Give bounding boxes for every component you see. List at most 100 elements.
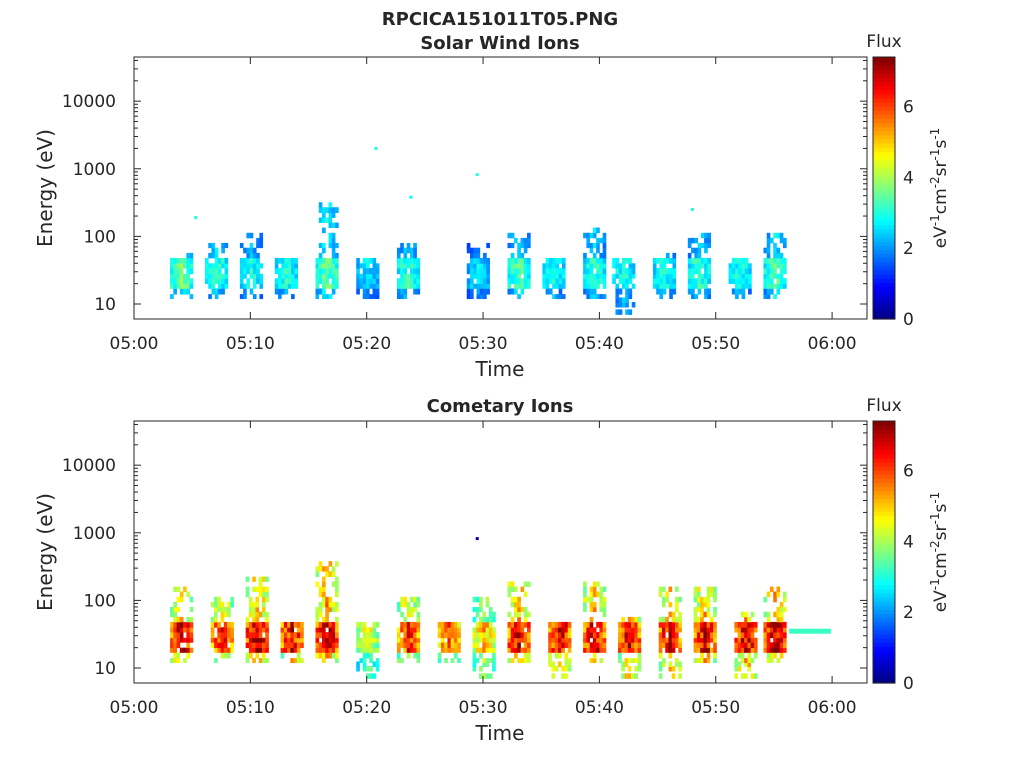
- heatmap-cell: [186, 263, 191, 269]
- heatmap-cell: [176, 621, 181, 628]
- heatmap-cell: [700, 283, 705, 289]
- colorbar-segment: [873, 265, 895, 271]
- heatmap-cell: [396, 268, 401, 275]
- heatmap-cell: [776, 288, 781, 295]
- heatmap-cell: [214, 294, 219, 300]
- heatmap-cell: [179, 637, 184, 643]
- spectrogram-burst: [687, 232, 712, 300]
- colorbar-segment: [873, 568, 895, 574]
- panel-solar-wind: Solar Wind Ions 05:00 05:10 05:20 05:30 05:4…: [33, 32, 951, 381]
- heatmap-cell: [300, 621, 304, 628]
- heatmap-cell: [369, 632, 373, 639]
- heatmap-cell: [621, 616, 625, 623]
- heatmap-cell: [406, 257, 411, 264]
- heatmap-cell: [631, 632, 635, 639]
- heatmap-cell: [252, 268, 257, 275]
- heatmap-cell: [769, 647, 774, 653]
- heatmap-cell: [239, 273, 244, 279]
- heatmap-cell: [366, 642, 370, 649]
- heatmap-cell: [291, 268, 295, 275]
- heatmap-cell: [661, 621, 666, 628]
- heatmap-cell: [173, 642, 177, 649]
- heatmap-cell: [776, 647, 781, 653]
- heatmap-cell: [331, 252, 336, 259]
- heatmap-cell: [470, 273, 474, 279]
- heatmap-cell: [554, 642, 559, 649]
- colorbar-segment: [873, 110, 895, 115]
- heatmap-cell: [186, 621, 191, 628]
- heatmap-cell: [406, 637, 411, 643]
- heatmap-cell: [396, 278, 401, 285]
- heatmap-cell: [249, 247, 254, 254]
- heatmap-cell: [558, 268, 563, 275]
- heatmap-cell: [479, 257, 484, 264]
- heatmap-cell: [668, 586, 673, 592]
- heatmap-cell: [466, 278, 471, 285]
- heatmap-cell: [409, 632, 414, 639]
- heatmap-cell: [517, 242, 521, 249]
- heatmap-cell: [658, 591, 663, 598]
- heatmap-cell: [183, 257, 187, 264]
- heatmap-cell: [217, 601, 221, 608]
- heatmap-cell: [704, 278, 708, 285]
- heatmap-cell: [665, 252, 670, 259]
- heatmap-cell: [735, 257, 739, 264]
- heatmap-cell: [586, 237, 591, 244]
- heatmap-cell: [214, 621, 218, 628]
- heatmap-cell: [513, 283, 518, 289]
- heatmap-cell: [589, 616, 594, 623]
- heatmap-cell: [221, 257, 225, 264]
- heatmap-cell: [586, 257, 591, 264]
- heatmap-cell: [665, 616, 669, 623]
- heatmap-cell: [444, 642, 448, 649]
- heatmap-cell: [520, 627, 525, 633]
- heatmap-cell: [400, 611, 404, 618]
- heatmap-cell: [227, 601, 231, 608]
- heatmap-cell: [782, 632, 787, 639]
- heatmap-cell: [552, 273, 556, 279]
- heatmap-cell: [631, 616, 635, 623]
- heatmap-cell: [586, 288, 591, 295]
- heatmap-cell: [315, 294, 320, 300]
- heatmap-cell: [256, 237, 260, 244]
- heatmap-cell: [248, 611, 253, 618]
- heatmap-cell: [776, 273, 781, 279]
- heatmap-cell: [696, 601, 701, 608]
- heatmap-cell: [403, 596, 408, 603]
- heatmap-cell: [183, 263, 187, 269]
- heatmap-cell: [507, 642, 512, 649]
- heatmap-cell: [476, 257, 481, 264]
- heatmap-cell: [627, 647, 632, 653]
- heatmap-cell: [256, 268, 260, 275]
- heatmap-cell: [252, 658, 256, 664]
- heatmap-cell: [252, 637, 256, 643]
- heatmap-cell: [472, 632, 477, 639]
- heatmap-cell: [744, 658, 748, 664]
- heatmap-cell: [782, 242, 787, 249]
- heatmap-cell: [322, 627, 326, 633]
- colorbar-segment: [873, 605, 895, 610]
- heatmap-cell: [734, 658, 739, 664]
- heatmap-cell: [214, 247, 219, 254]
- plot-frame: [133, 56, 868, 320]
- heatmap-cell: [675, 621, 679, 628]
- heatmap-cell: [776, 278, 781, 285]
- heatmap-cell: [335, 576, 339, 582]
- heatmap-cell: [703, 611, 708, 618]
- heatmap-cell: [766, 268, 771, 275]
- colorbar-segment: [873, 220, 895, 226]
- heatmap-cell: [248, 632, 253, 639]
- heatmap-cell: [700, 278, 705, 285]
- heatmap-cell: [265, 591, 269, 598]
- heatmap-cell: [625, 268, 629, 275]
- heatmap-cell: [523, 616, 528, 623]
- heatmap-cell: [248, 642, 253, 649]
- colorbar-segment: [873, 142, 895, 148]
- heatmap-cell: [335, 268, 339, 275]
- heatmap-cell: [773, 632, 777, 639]
- heatmap-cell: [183, 278, 187, 285]
- heatmap-cell: [592, 586, 597, 592]
- heatmap-cell: [183, 288, 187, 295]
- heatmap-cell: [331, 571, 336, 577]
- heatmap-cell: [227, 637, 231, 643]
